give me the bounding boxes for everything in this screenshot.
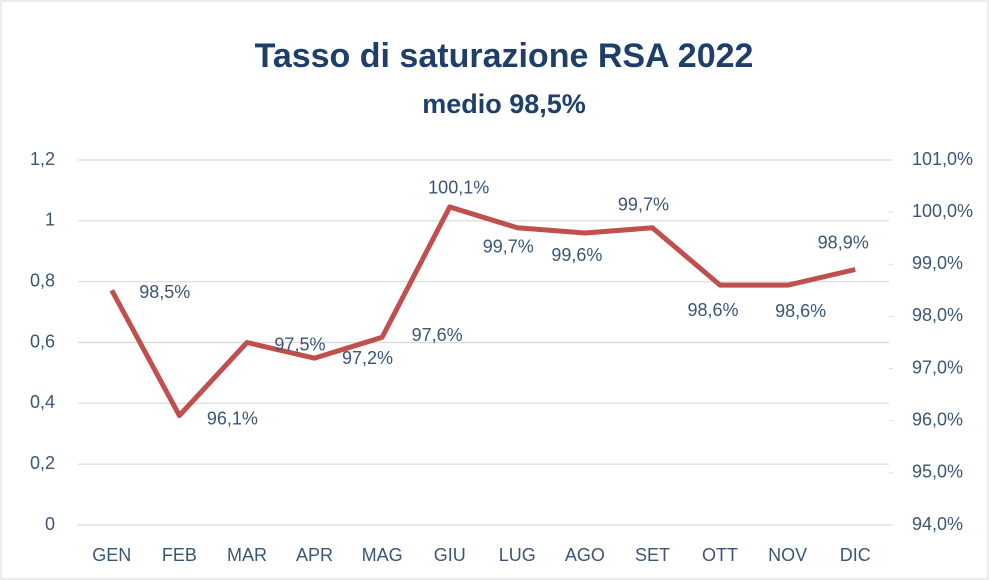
x-tick-label: GIU: [434, 545, 466, 565]
y2-tick-label: 101,0%: [912, 149, 973, 169]
y-tick-label: 0,6: [30, 331, 55, 351]
x-tick-label: SET: [635, 545, 670, 565]
data-label: 97,2%: [342, 348, 393, 368]
y-tick-label: 1,2: [30, 149, 55, 169]
x-tick-label: NOV: [768, 545, 807, 565]
y-tick-label: 0: [45, 514, 55, 534]
data-label: 100,1%: [428, 178, 489, 198]
x-tick-label: MAG: [362, 545, 403, 565]
data-label: 97,6%: [412, 325, 463, 345]
x-tick-label: MAR: [227, 545, 267, 565]
y2-tick-label: 94,0%: [912, 514, 963, 534]
y2-tick-label: 95,0%: [912, 462, 963, 482]
data-label: 98,5%: [139, 282, 190, 302]
y-tick-label: 1: [45, 210, 55, 230]
y2-tick-label: 97,0%: [912, 357, 963, 377]
y2-tick-label: 96,0%: [912, 409, 963, 429]
x-tick-label: AGO: [565, 545, 605, 565]
y2-tick-label: 100,0%: [912, 201, 973, 221]
y2-tick-label: 98,0%: [912, 305, 963, 325]
data-line: [109, 204, 856, 418]
y2-tick-label: 99,0%: [912, 253, 963, 273]
x-tick-label: DIC: [840, 545, 871, 565]
data-label: 99,7%: [618, 195, 669, 215]
data-label: 98,9%: [818, 232, 869, 252]
x-tick-label: GEN: [92, 545, 131, 565]
chart-subtitle: medio 98,5%: [422, 89, 586, 119]
data-label: 96,1%: [207, 408, 258, 428]
data-label: 97,5%: [274, 334, 325, 354]
y-tick-label: 0,8: [30, 270, 55, 290]
x-tick-label: APR: [296, 545, 333, 565]
chart-title: Tasso di saturazione RSA 2022: [255, 37, 754, 75]
data-label: 98,6%: [688, 300, 739, 320]
data-label: 98,6%: [775, 301, 826, 321]
data-label: 99,6%: [551, 245, 602, 265]
x-tick-label: LUG: [499, 545, 536, 565]
x-tick-label: FEB: [162, 545, 197, 565]
y-tick-label: 0,4: [30, 392, 55, 412]
data-label: 99,7%: [483, 237, 534, 257]
x-tick-label: OTT: [702, 545, 738, 565]
y-tick-label: 0,2: [30, 453, 55, 473]
